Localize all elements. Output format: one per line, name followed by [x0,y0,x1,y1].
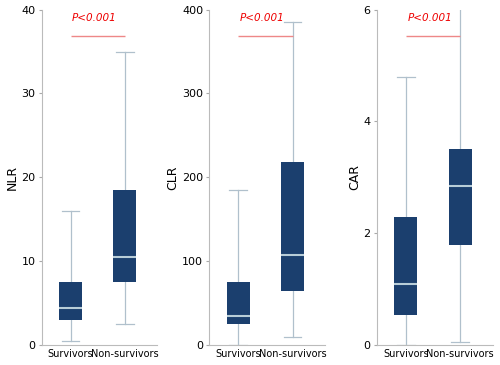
Y-axis label: CAR: CAR [348,164,361,191]
Bar [226,283,250,324]
Bar [59,283,82,320]
Bar [448,149,471,245]
Text: P<0.001: P<0.001 [240,13,284,23]
Y-axis label: CLR: CLR [166,165,179,190]
Text: P<0.001: P<0.001 [408,13,452,23]
Bar [394,216,417,315]
Y-axis label: NLR: NLR [6,165,18,190]
Bar [114,190,136,283]
Bar [281,162,304,291]
Text: P<0.001: P<0.001 [72,13,117,23]
